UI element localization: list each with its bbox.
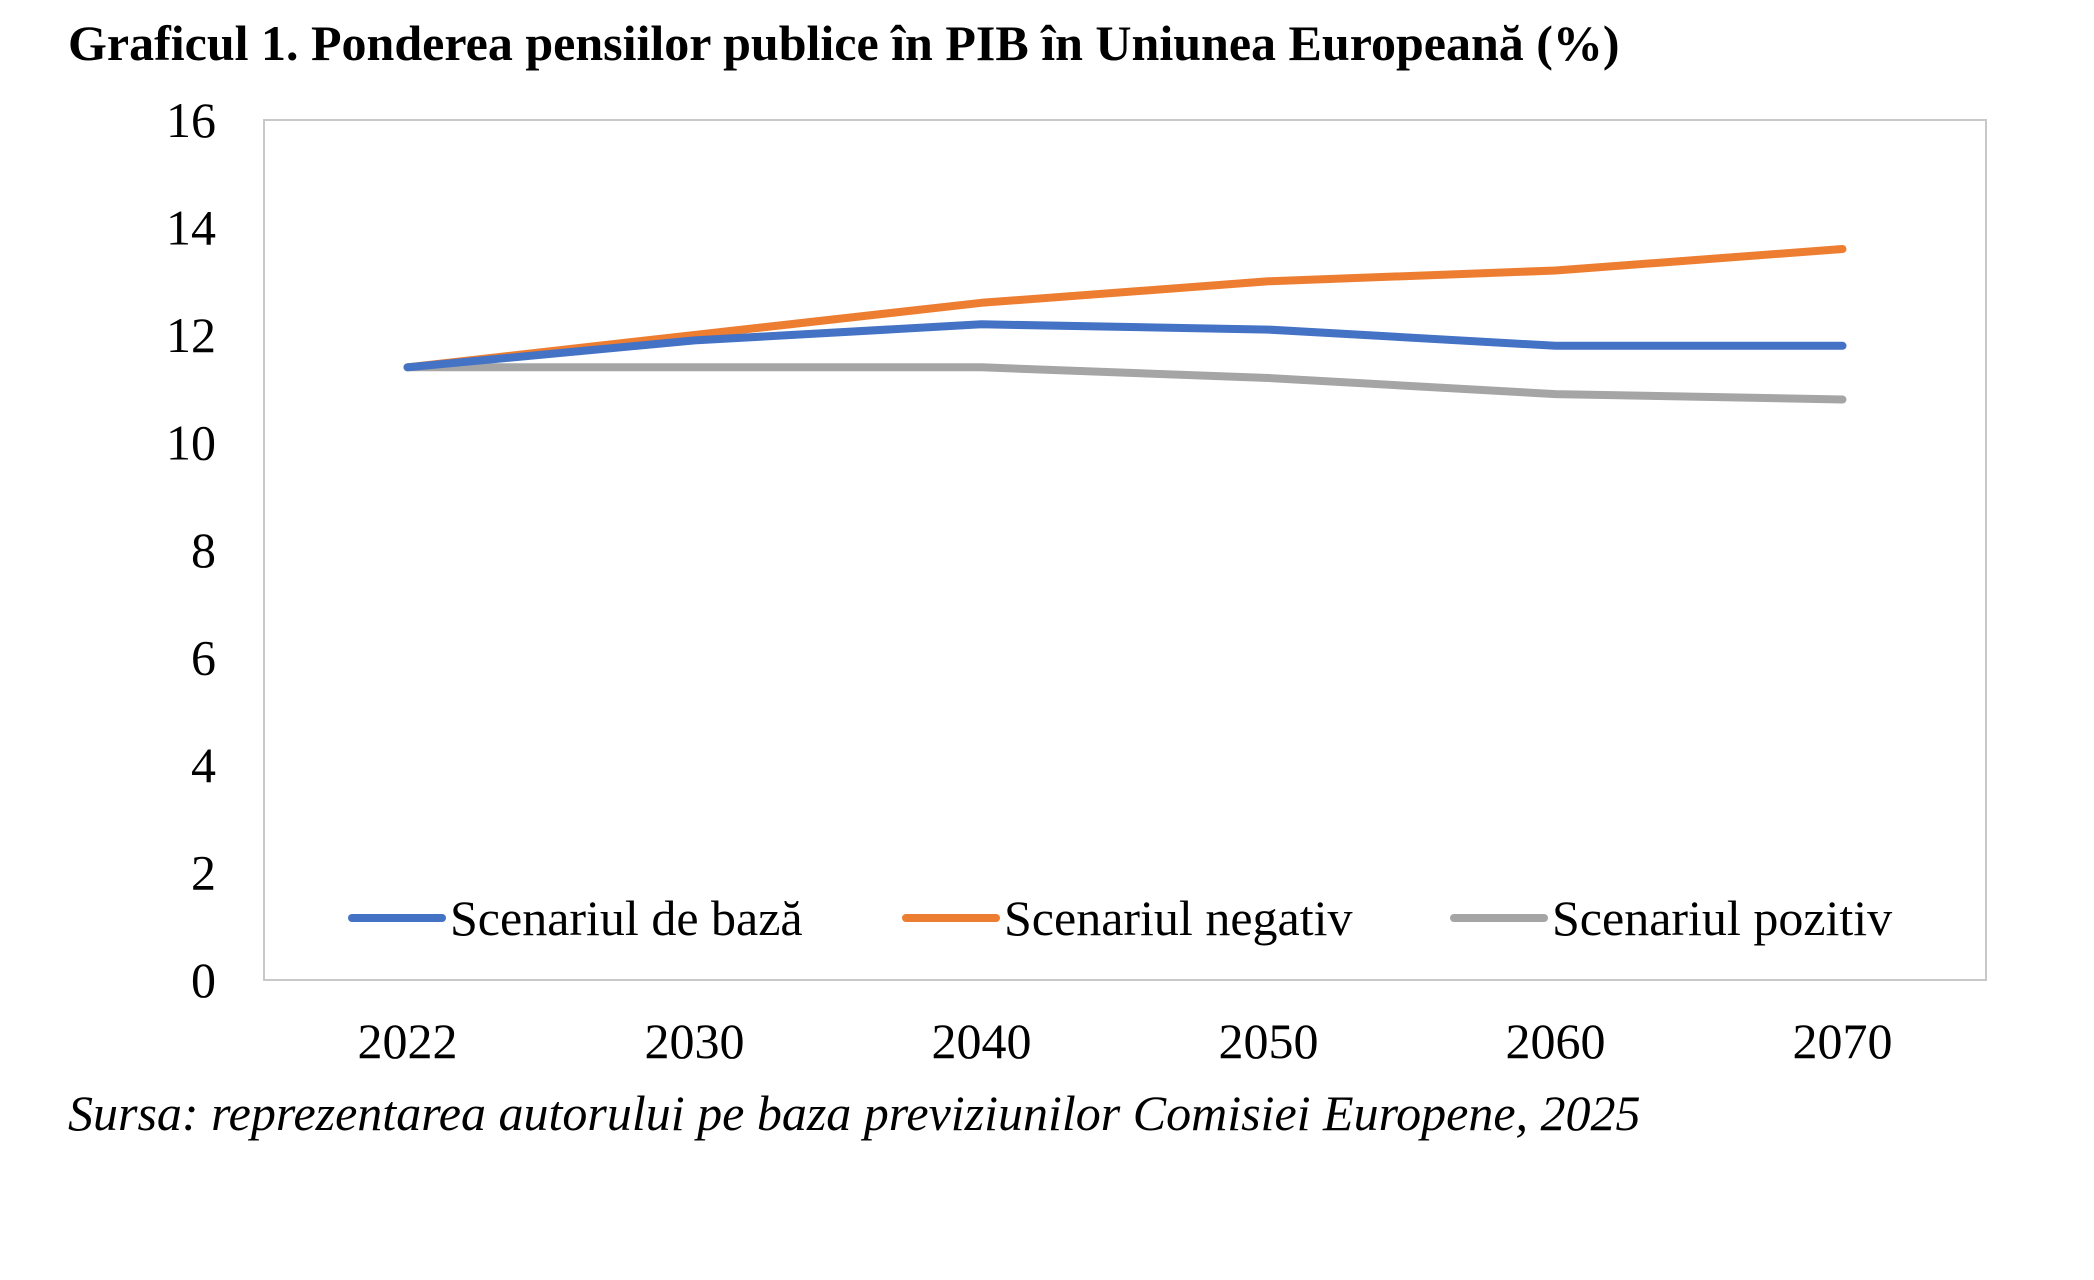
y-tick-label: 4 bbox=[191, 737, 216, 793]
x-tick-label: 2022 bbox=[358, 1013, 458, 1069]
series-line-3 bbox=[403, 363, 1847, 404]
y-tick-label: 16 bbox=[166, 92, 216, 148]
legend-label: Scenariul pozitiv bbox=[1552, 890, 1892, 946]
y-tick-label: 10 bbox=[166, 415, 216, 471]
x-tick-label: 2060 bbox=[1506, 1013, 1606, 1069]
source-note: Sursa: reprezentarea autorului pe baza p… bbox=[68, 1085, 1641, 1141]
x-axis: 2022 2030 2040 2050 2060 2070 bbox=[358, 1013, 1893, 1069]
y-tick-label: 14 bbox=[166, 200, 216, 256]
plot-area-border bbox=[263, 119, 1987, 981]
legend-item: Scenariul pozitiv bbox=[1450, 890, 1892, 946]
y-tick-label: 2 bbox=[191, 845, 216, 901]
y-tick-label: 0 bbox=[191, 952, 216, 1008]
y-axis: 0 2 4 6 8 10 12 14 16 bbox=[166, 92, 216, 1008]
chart-title: Graficul 1. Ponderea pensiilor publice î… bbox=[68, 15, 1620, 71]
legend: Scenariul de bază Scenariul negativ Scenar… bbox=[348, 890, 1892, 946]
x-tick-label: 2030 bbox=[645, 1013, 745, 1069]
series-line-1 bbox=[403, 320, 1847, 372]
y-tick-label: 12 bbox=[166, 307, 216, 363]
legend-label: Scenariul negativ bbox=[1004, 890, 1353, 946]
legend-label: Scenariul de bază bbox=[450, 890, 803, 946]
legend-item: Scenariul de bază bbox=[348, 890, 803, 946]
y-tick-label: 8 bbox=[191, 522, 216, 578]
series-lines bbox=[403, 245, 1847, 404]
x-tick-label: 2040 bbox=[932, 1013, 1032, 1069]
x-tick-label: 2070 bbox=[1793, 1013, 1893, 1069]
y-tick-label: 6 bbox=[191, 630, 216, 686]
x-tick-label: 2050 bbox=[1219, 1013, 1319, 1069]
series-line-2 bbox=[403, 245, 1847, 372]
legend-item: Scenariul negativ bbox=[902, 890, 1353, 946]
